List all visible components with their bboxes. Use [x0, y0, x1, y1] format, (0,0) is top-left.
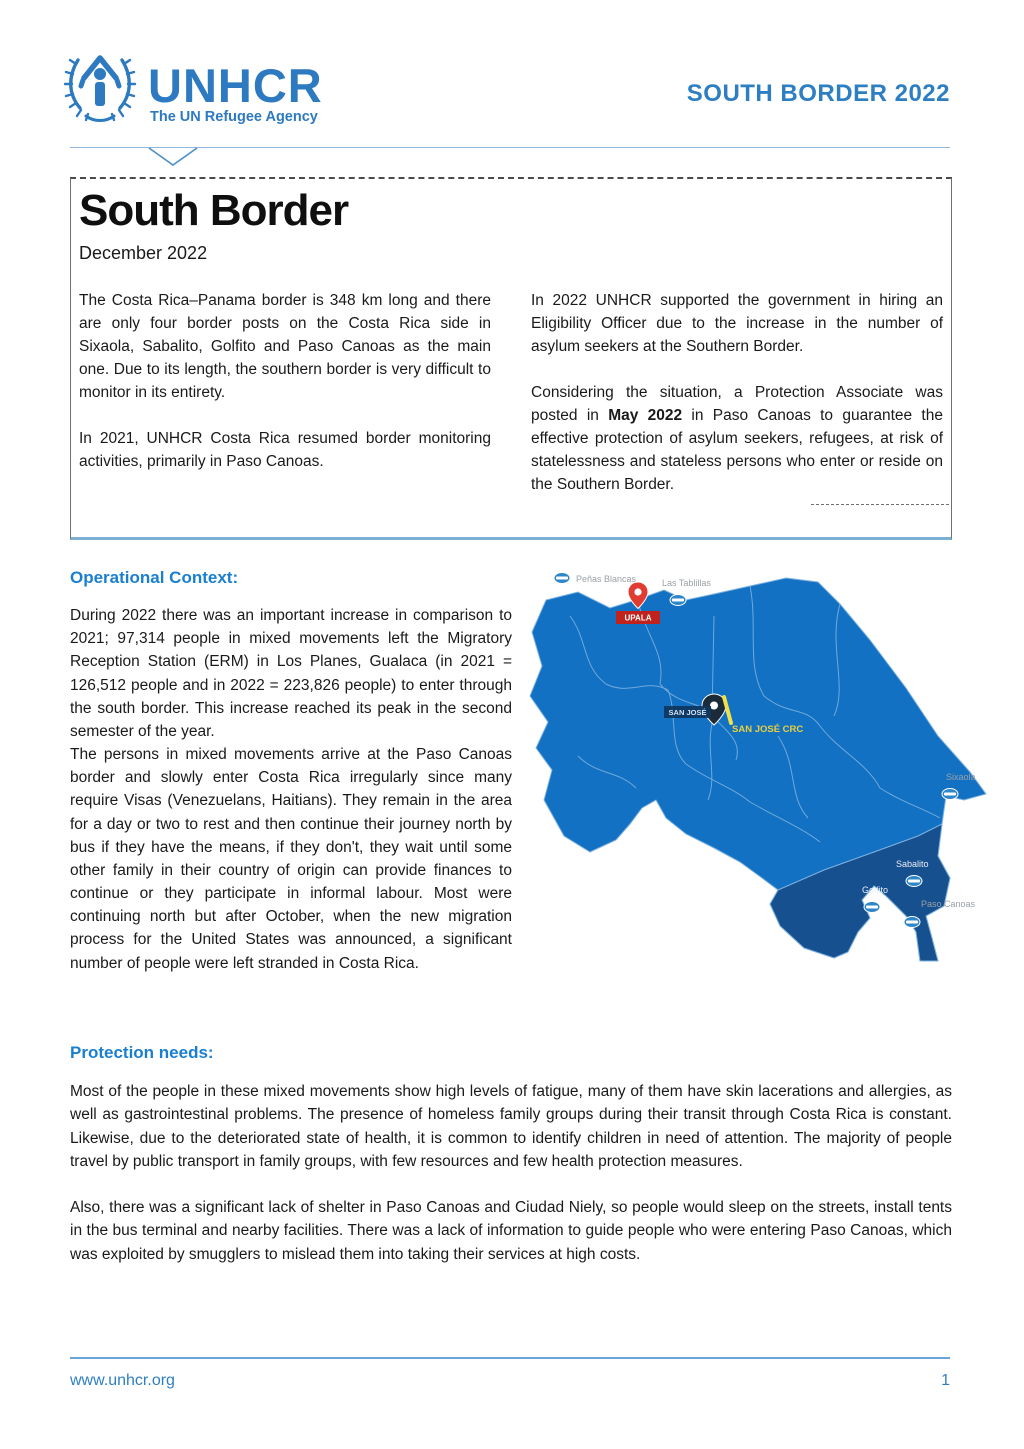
unhcr-tagline: The UN Refugee Agency — [150, 109, 318, 125]
penas-blancas-label: Peñas Blancas — [576, 574, 637, 584]
protection-needs-text: Most of the people in these mixed moveme… — [70, 1080, 952, 1266]
page-date: December 2022 — [79, 243, 208, 264]
page-title: South Border — [79, 186, 349, 235]
san-jose-crc-label: SAN JOSÉ CRC — [732, 724, 803, 735]
las-tablillas-marker: Las Tablillas — [662, 578, 711, 606]
header-divider — [70, 147, 950, 148]
section-heading-protection-needs: Protection needs: — [70, 1043, 214, 1062]
protection-needs-paragraph-2: Also, there was a significant lack of sh… — [70, 1199, 952, 1263]
unhcr-wordmark: UNHCR — [148, 59, 323, 112]
las-tablillas-label: Las Tablillas — [662, 578, 711, 588]
sixaola-label: Sixaola — [946, 772, 976, 782]
operational-context-paragraph-2: The persons in mixed movements arrive at… — [70, 746, 512, 972]
document-edition-title: SOUTH BORDER 2022 — [686, 80, 950, 107]
footer-divider — [70, 1357, 950, 1359]
golfito-label: Golfito — [862, 885, 888, 895]
dashed-rule-artifact — [811, 504, 949, 505]
chevron-down-icon — [148, 147, 198, 166]
intro-right-column: In 2022 UNHCR supported the government i… — [531, 290, 943, 520]
unhcr-emblem-icon — [64, 55, 137, 122]
paso-canoas-label: Paso Canoas — [921, 899, 976, 909]
intro-box: South Border December 2022 The Costa Ric… — [70, 177, 952, 540]
intro-right-paragraph-1: In 2022 UNHCR supported the government i… — [531, 292, 943, 356]
footer-website-link[interactable]: www.unhcr.org — [70, 1372, 175, 1389]
unhcr-logo: UNHCR The UN Refugee Agency — [64, 55, 323, 125]
intro-left-paragraph-2: In 2021, UNHCR Costa Rica resumed border… — [79, 430, 491, 471]
sabalito-marker: Sabalito — [896, 859, 929, 887]
section-heading-operational-context: Operational Context: — [70, 568, 239, 587]
san-jose-pin-icon: SAN JOSÉ SAN JOSÉ CRC — [664, 693, 803, 735]
sixaola-marker: Sixaola — [941, 772, 976, 800]
intro-right-paragraph-2: Considering the situation, a Protection … — [531, 384, 943, 493]
southern-region-highlight — [769, 823, 951, 962]
intro-left-column: The Costa Rica–Panama border is 348 km l… — [79, 290, 491, 520]
operational-context-paragraph-1: During 2022 there was an important incre… — [70, 607, 512, 740]
upala-pin-icon: UPALA — [616, 581, 660, 624]
penas-blancas-marker: Peñas Blancas — [553, 572, 637, 584]
sabalito-label: Sabalito — [896, 859, 929, 869]
upala-label: UPALA — [625, 614, 652, 623]
bold-date: May 2022 — [608, 407, 683, 425]
costa-rica-map: Peñas Blancas Las Tablillas UPALA — [518, 556, 1012, 968]
golfito-marker: Golfito — [862, 885, 888, 913]
intro-left-paragraph-1: The Costa Rica–Panama border is 348 km l… — [79, 292, 491, 402]
operational-context-text: During 2022 there was an important incre… — [70, 604, 512, 975]
page-number: 1 — [941, 1372, 950, 1389]
costa-rica-map-image: Peñas Blancas Las Tablillas UPALA — [529, 572, 987, 962]
protection-needs-paragraph-1: Most of the people in these mixed moveme… — [70, 1083, 952, 1170]
san-jose-label: SAN JOSÉ — [669, 708, 707, 717]
district-borders — [569, 585, 941, 843]
paso-canoas-marker: Paso Canoas — [903, 899, 976, 928]
